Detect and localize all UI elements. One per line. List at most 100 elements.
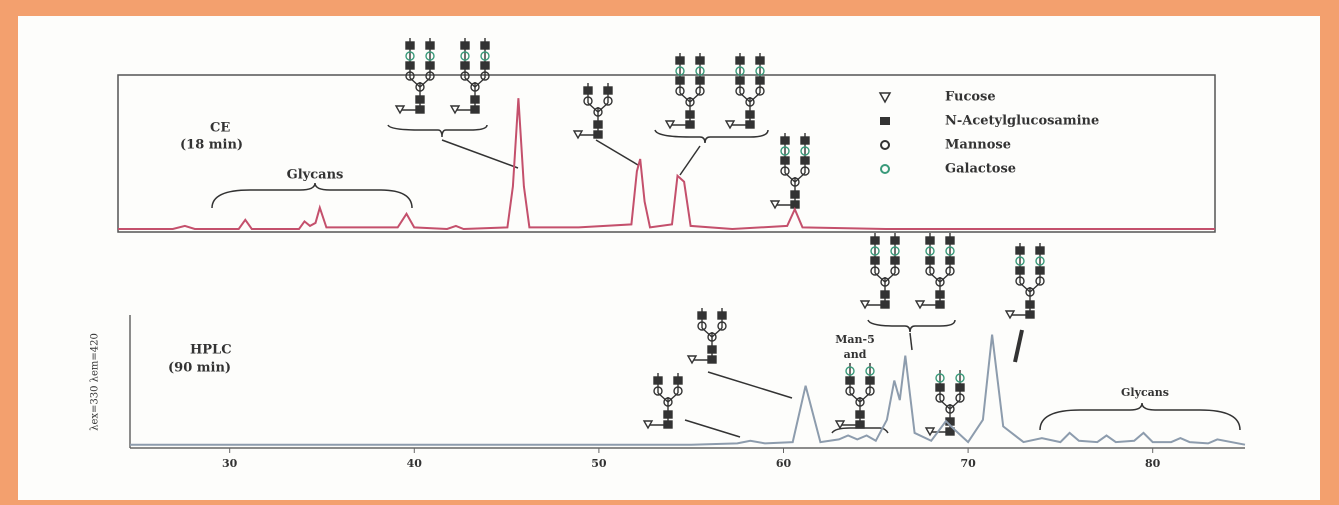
glycan: [664, 53, 705, 130]
glycan-square: [935, 383, 945, 392]
glycan-circle: [415, 82, 425, 92]
annotation: Glycans: [1121, 386, 1169, 399]
glycan-fucose: [724, 120, 736, 130]
glycan-circle: [685, 97, 695, 107]
glycan-square: [695, 76, 705, 85]
glycan-square: [675, 56, 685, 65]
hplc-title: HPLC: [190, 343, 232, 358]
glycan-circle: [855, 397, 865, 407]
glycan-circle: [675, 86, 685, 96]
x-tick-label: 50: [591, 457, 607, 470]
glycan-circle: [945, 404, 955, 414]
legend-symbol: [880, 117, 890, 125]
glycan-square: [583, 86, 593, 95]
glycan-fucose: [769, 200, 781, 210]
glycan-circle: [925, 266, 935, 276]
glycan: [769, 133, 810, 210]
x-tick-label: 70: [960, 457, 976, 470]
glycan-square: [845, 376, 855, 385]
glycan-circle: [1035, 256, 1045, 266]
glycan-circle: [790, 177, 800, 187]
glycan-square: [735, 56, 745, 65]
glycan-square: [1035, 246, 1045, 255]
glycan-square: [480, 61, 490, 70]
glycan-square: [780, 136, 790, 145]
glycan-square: [735, 76, 745, 85]
glycan-fucose: [572, 130, 584, 140]
glycan-circle: [695, 66, 705, 76]
glycan-circle: [890, 246, 900, 256]
glycan-circle: [780, 166, 790, 176]
glycan-circle: [405, 51, 415, 61]
glycan-circle: [865, 366, 875, 376]
glycan-square: [405, 41, 415, 50]
glycan-circle: [425, 71, 435, 81]
ce-frame: [117, 74, 1216, 233]
glycan-circle: [697, 321, 707, 331]
glycan-square: [755, 76, 765, 85]
glycan-square: [675, 76, 685, 85]
glycan-circle: [735, 66, 745, 76]
glycan-fucose: [834, 420, 846, 430]
glycan-circle: [707, 332, 717, 342]
glycan: [642, 373, 683, 430]
glycan-circle: [1025, 287, 1035, 297]
legend-symbol: [878, 92, 892, 104]
glycan-circle: [880, 277, 890, 287]
annotation: Glycans: [287, 168, 344, 183]
glycan-circle: [955, 373, 965, 383]
hplc-subtitle: (90 min): [168, 361, 231, 376]
glycan-circle: [845, 386, 855, 396]
glycan-square: [800, 136, 810, 145]
glycan-square: [935, 290, 945, 299]
glycan-circle: [945, 246, 955, 256]
glycan-circle: [663, 397, 673, 407]
glycan-square: [707, 345, 717, 354]
glycan-square: [925, 236, 935, 245]
legend-label: N-Acetylglucosamine: [945, 114, 1099, 129]
glycan-square: [405, 61, 415, 70]
glycan: [924, 370, 965, 437]
glycan-circle: [755, 86, 765, 96]
glycan-circle: [870, 266, 880, 276]
glycan-square: [1015, 246, 1025, 255]
trace: [118, 98, 1215, 231]
glycan-circle: [845, 366, 855, 376]
glycan-circle: [583, 96, 593, 106]
glycan-circle: [460, 71, 470, 81]
glycan-circle: [653, 386, 663, 396]
glycan: [834, 363, 875, 430]
annotation: Man-5: [835, 333, 875, 346]
trace: [130, 334, 1246, 446]
glycan-fucose: [914, 300, 926, 310]
glycan-circle: [755, 66, 765, 76]
glycan: [572, 83, 613, 140]
glycan: [914, 233, 955, 310]
brackets: [211, 124, 1241, 438]
glycan-square: [955, 383, 965, 392]
glycan-circle: [1035, 276, 1045, 286]
glycan-square: [415, 95, 425, 104]
glycan-square: [1025, 300, 1035, 309]
legend: Fucose N-Acetylglucosamine Mannose Galactos…: [878, 90, 1099, 177]
glycan-square: [695, 56, 705, 65]
glycan: [724, 53, 765, 130]
glycan-circle: [800, 166, 810, 176]
glycan-square: [945, 256, 955, 265]
glycan: [449, 38, 490, 115]
x-tick-label: 60: [776, 457, 792, 470]
legend-label: Mannose: [945, 138, 1011, 153]
glycan-square: [663, 410, 673, 419]
glycan-circle: [695, 86, 705, 96]
annotation: and: [844, 348, 867, 361]
glycan-circle: [480, 51, 490, 61]
glycan-circle: [870, 246, 880, 256]
glycan-square: [890, 236, 900, 245]
glycan-circle: [675, 66, 685, 76]
glycan-circle: [745, 97, 755, 107]
glycan-square: [870, 256, 880, 265]
glycan-circle: [470, 82, 480, 92]
glycan: [394, 38, 435, 115]
glycan-circle: [935, 277, 945, 287]
